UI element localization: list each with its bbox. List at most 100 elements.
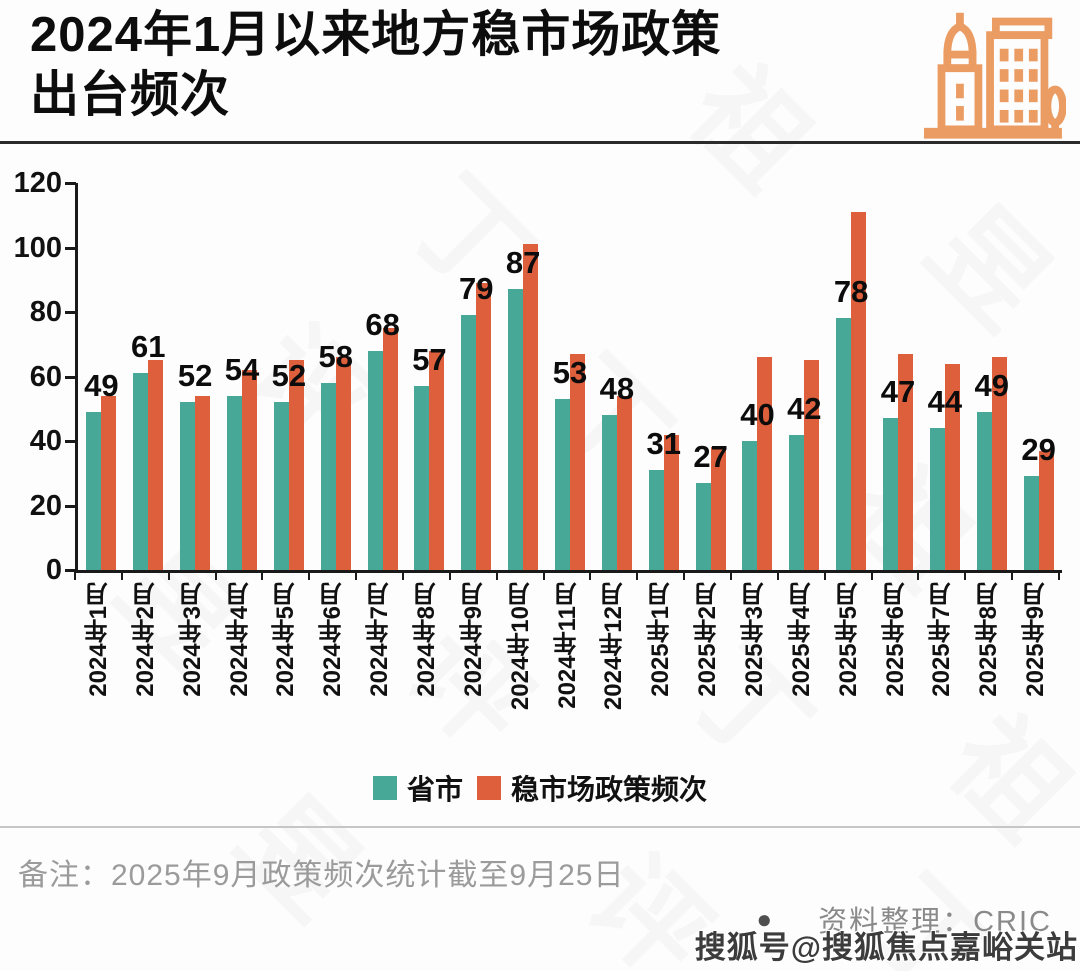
- bar-group: 49: [968, 183, 1015, 570]
- x-axis-label: 2024年12月: [590, 582, 637, 710]
- bar-group: 53: [547, 183, 594, 570]
- bar-policy-frequency: [570, 353, 586, 570]
- x-axis-label: 2024年4月: [216, 582, 263, 710]
- bar-policy-frequency: [335, 357, 351, 570]
- y-axis-tick: [65, 246, 76, 250]
- bar-provinces: [789, 434, 805, 570]
- value-label: 52: [177, 358, 213, 394]
- bar-provinces: [648, 470, 664, 570]
- bar-policy-frequency: [101, 395, 117, 570]
- x-axis-label: 2025年7月: [918, 582, 965, 710]
- bar-policy-frequency: [476, 282, 492, 570]
- bar-group: 79: [453, 183, 500, 570]
- bar-policy-frequency: [663, 434, 679, 570]
- y-axis-tick-label: 20: [29, 489, 62, 522]
- bar-policy-frequency: [710, 447, 726, 570]
- x-axis-label-text: 2024年8月: [412, 582, 440, 697]
- bar-provinces: [180, 402, 196, 570]
- y-axis-tick-label: 100: [13, 231, 62, 264]
- x-axis-tick: [964, 572, 967, 580]
- value-label: 54: [224, 351, 260, 387]
- bar-provinces: [320, 382, 336, 570]
- x-axis-tick: [167, 572, 170, 580]
- value-label: 27: [693, 438, 728, 474]
- bar-group: 78: [828, 183, 875, 570]
- bar-provinces: [742, 441, 758, 570]
- x-axis-label: 2024年11月: [544, 582, 591, 710]
- y-axis-tick-label: 120: [13, 167, 62, 199]
- x-axis-label-text: 2025年8月: [975, 582, 1003, 697]
- bar-policy-frequency: [242, 370, 257, 570]
- bar-provinces: [414, 386, 430, 570]
- bar-provinces: [555, 399, 571, 570]
- x-axis-tick: [120, 572, 123, 580]
- bar-group: 42: [781, 183, 828, 570]
- bar-group: 49: [78, 183, 125, 570]
- value-label: 31: [646, 426, 681, 462]
- x-axis-label: 2024年1月: [75, 582, 122, 710]
- x-axis-label-text: 2024年9月: [459, 582, 487, 697]
- source-label: 资料整理：CRIC: [818, 906, 1052, 938]
- x-axis-tick: [589, 572, 592, 580]
- value-label: 57: [412, 342, 447, 378]
- bar-provinces: [273, 402, 289, 570]
- x-axis-tick: [355, 572, 358, 580]
- page-title: 2024年1月以来地方稳市场政策 出台频次: [30, 6, 721, 126]
- bar-policy-frequency: [148, 360, 164, 570]
- bar-group: 54: [219, 183, 266, 570]
- bullet-icon: ●: [756, 904, 773, 934]
- title-divider: [0, 141, 1080, 144]
- bar-provinces: [1023, 476, 1039, 570]
- x-axis-label-text: 2024年2月: [131, 582, 159, 697]
- legend-swatch: [372, 776, 397, 800]
- bar-group: 31: [640, 183, 687, 570]
- value-label: 52: [271, 358, 307, 394]
- publisher-watermark: 搜狐号@搜狐焦点嘉峪关站: [694, 930, 1078, 965]
- bar-policy-frequency: [851, 212, 867, 570]
- x-axis-tick: [683, 572, 686, 580]
- bar-policy-frequency: [523, 244, 539, 570]
- bar-group: 47: [875, 183, 922, 570]
- data-source: ● 资料整理：CRIC: [756, 898, 1052, 940]
- legend-label: 稳市场政策频次: [511, 774, 708, 805]
- bar-group: 61: [125, 183, 172, 570]
- value-label: 42: [787, 390, 822, 426]
- bar-provinces: [836, 318, 852, 570]
- plot-area: 49 61 52 54 52 58 68 57 79 87 53 48 31 27 40 42 78 47 44 49…: [75, 183, 1062, 573]
- x-axis-label: 2025年1月: [637, 582, 684, 710]
- x-axis-tick: [917, 572, 920, 580]
- y-axis-tick: [65, 375, 76, 379]
- x-axis-tick: [1011, 572, 1014, 580]
- x-axis-label: 2024年6月: [309, 582, 356, 710]
- bar-policy-frequency: [991, 357, 1007, 570]
- bar-provinces: [929, 428, 945, 570]
- bar-group: 68: [359, 183, 406, 570]
- x-axis-tick: [870, 572, 873, 580]
- bar-provinces: [133, 373, 149, 570]
- x-axis-label: 2025年4月: [778, 582, 825, 710]
- x-axis-label-text: 2024年3月: [178, 582, 206, 697]
- x-axis-label: 2025年8月: [965, 582, 1012, 710]
- x-axis-label-text: 2025年1月: [647, 582, 675, 697]
- y-axis-tick: [65, 569, 76, 572]
- bar-policy-frequency: [1038, 450, 1054, 570]
- bar-group: 29: [1015, 183, 1062, 570]
- bar-provinces: [601, 415, 617, 570]
- bar-group: 40: [734, 183, 781, 570]
- value-label: 40: [740, 397, 775, 432]
- legend-swatch: [477, 776, 501, 800]
- y-axis-tick: [65, 311, 76, 314]
- value-label: 49: [974, 367, 1009, 403]
- x-axis-label-text: 2025年3月: [740, 582, 768, 697]
- bar-group: 58: [312, 183, 359, 570]
- x-axis-label: 2024年5月: [262, 582, 309, 710]
- section-divider: [0, 826, 1080, 828]
- value-label: 87: [505, 245, 541, 281]
- bar-policy-frequency: [898, 353, 914, 570]
- x-axis-label: 2024年8月: [403, 582, 450, 710]
- y-axis-tick: [65, 182, 76, 185]
- value-label: 29: [1021, 432, 1056, 468]
- x-axis-label: 2024年2月: [122, 582, 169, 710]
- bar-provinces: [883, 418, 899, 570]
- legend-item: 省市: [372, 768, 463, 808]
